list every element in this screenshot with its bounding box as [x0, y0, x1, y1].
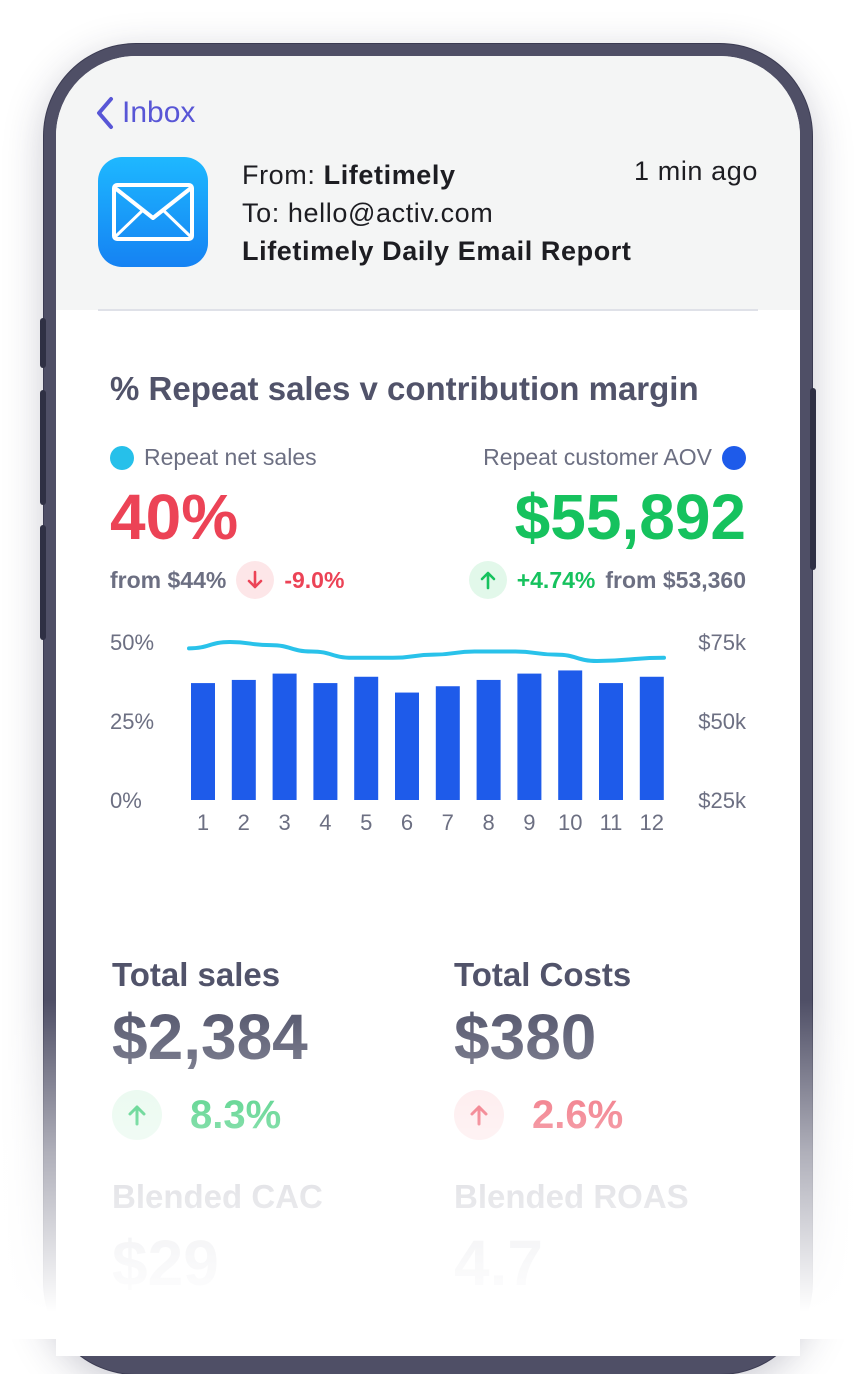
chart-bar — [231, 679, 256, 800]
left-axis-tick-label: 50% — [110, 630, 154, 655]
repeat-net-sales-value: 40% — [110, 481, 239, 553]
repeat-aov-change: +4.74% from $53,360 — [468, 561, 746, 599]
to-line: To: hello@activ.com — [242, 198, 494, 228]
blended-cac-label: Blended CAC — [112, 1178, 323, 1215]
envelope-icon — [112, 183, 194, 241]
chart-bar — [517, 673, 542, 800]
total-costs-value: $380 — [454, 1001, 597, 1073]
chart-bar — [313, 683, 338, 800]
x-axis-tick-label: 4 — [319, 810, 331, 835]
left-axis-tick-label: 25% — [110, 709, 154, 734]
repeat-sales-chart: 50% 25% 0% $75k $50k $25k 1 2 3 4 5 6 7 8 9 10 11 12 — [56, 612, 800, 852]
cyan-dot-icon — [110, 445, 134, 470]
legend-repeat-customer-aov: Repeat customer AOV — [483, 444, 746, 471]
right-axis-tick-label: $25k — [698, 788, 747, 813]
power-button — [810, 388, 816, 570]
x-axis-tick-label: 8 — [482, 810, 494, 835]
from-prefix: From: — [242, 160, 324, 190]
volume-down-button — [40, 525, 46, 640]
chart-bar — [599, 683, 623, 800]
x-axis-tick-label: 1 — [197, 810, 209, 835]
change-value-right: +4.74% — [516, 566, 596, 593]
x-axis-tick-label: 2 — [238, 810, 250, 835]
email-meta: From: Lifetimely To: hello@activ.com Lif… — [242, 156, 632, 270]
chart-bar — [395, 692, 419, 800]
total-costs-change: 2.6% — [454, 1090, 623, 1140]
change-value-left: -9.0% — [284, 566, 345, 593]
from-line: From: Lifetimely — [242, 156, 632, 194]
email-timestamp: 1 min ago — [634, 156, 758, 186]
total-sales-value: $2,384 — [112, 1001, 308, 1073]
back-label: Inbox — [122, 96, 196, 129]
right-axis-tick-label: $50k — [698, 709, 747, 734]
total-sales-label: Total sales — [112, 956, 281, 993]
repeat-aov-value: $55,892 — [514, 481, 746, 553]
header-divider — [98, 309, 758, 311]
total-costs-label: Total Costs — [454, 956, 632, 993]
total-sales-change: 8.3% — [112, 1090, 281, 1140]
from-value-right: from $53,360 — [605, 566, 746, 593]
legend-label-left: Repeat net sales — [144, 444, 317, 470]
silent-switch — [40, 318, 46, 368]
chart-bar — [191, 683, 215, 800]
chart-bar — [639, 676, 664, 800]
x-axis-tick-label: 7 — [442, 810, 454, 835]
blue-dot-icon — [722, 445, 746, 470]
volume-up-button — [40, 390, 46, 505]
mail-app-icon — [98, 157, 208, 267]
total-sales-change-value: 8.3% — [190, 1092, 282, 1137]
repeat-net-sales-change: from $44% -9.0% — [110, 561, 344, 599]
x-axis-tick-label: 5 — [360, 810, 372, 835]
from-value-left: from $44% — [110, 566, 227, 593]
phone-screen: Inbox From: Lifetimely To: hello@activ.c… — [56, 56, 800, 1356]
left-axis-tick-label: 0% — [110, 788, 142, 813]
blended-roas-label: Blended ROAS — [454, 1178, 689, 1215]
chart-bar — [272, 673, 297, 800]
mail-header: Inbox From: Lifetimely To: hello@activ.c… — [56, 56, 800, 310]
chart-title: % Repeat sales v contribution margin — [110, 370, 699, 407]
chevron-left-icon — [97, 97, 113, 129]
chart-bar — [476, 679, 501, 800]
x-axis-tick-label: 9 — [523, 810, 535, 835]
up-arrow-icon — [454, 1090, 504, 1140]
x-axis-tick-label: 3 — [278, 810, 290, 835]
chart-bar — [558, 670, 583, 800]
blended-roas-value: 4.7 — [454, 1227, 543, 1299]
x-axis-tick-label: 10 — [558, 810, 582, 835]
right-axis-tick-label: $75k — [698, 630, 747, 655]
down-arrow-icon — [236, 561, 275, 599]
legend-label-right: Repeat customer AOV — [483, 444, 712, 470]
blended-cac-value: $29 — [112, 1227, 219, 1299]
email-subject: Lifetimely Daily Email Report — [242, 236, 632, 266]
legend-repeat-net-sales: Repeat net sales — [110, 444, 317, 471]
up-arrow-icon — [468, 561, 507, 599]
x-axis-tick-label: 6 — [401, 810, 413, 835]
x-axis-tick-label: 12 — [640, 810, 664, 835]
chart-bar — [435, 686, 460, 800]
sender-name: Lifetimely — [323, 160, 456, 190]
total-costs-change-value: 2.6% — [532, 1092, 624, 1137]
chart-bar — [354, 676, 379, 800]
aov-line — [187, 639, 666, 663]
back-to-inbox-button[interactable]: Inbox — [94, 96, 195, 130]
up-arrow-icon — [112, 1090, 162, 1140]
x-axis-tick-label: 11 — [600, 810, 623, 835]
